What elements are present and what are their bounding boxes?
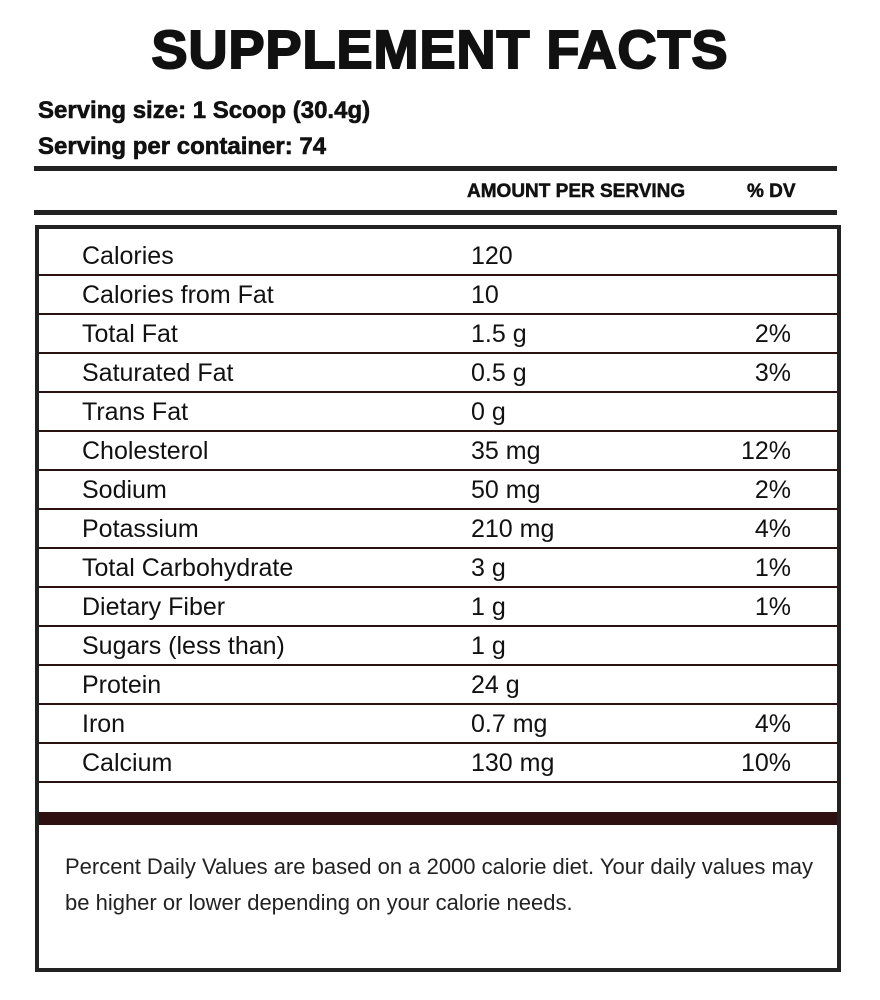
nutrient-name: Calcium [82, 749, 173, 777]
nutrient-amount: 24 g [471, 671, 520, 699]
nutrient-dv: 10% [740, 749, 791, 777]
table-row: Total Fat 1.5 g 2% [39, 315, 837, 354]
nutrient-dv: 3% [754, 359, 791, 387]
nutrient-amount: 0 g [471, 398, 506, 426]
serving-size: Serving size: 1 Scoop (30.4g) [38, 97, 371, 125]
nutrient-name: Calories from Fat [82, 281, 274, 309]
table-row: Calories from Fat 10 [39, 276, 837, 315]
nutrient-amount: 1 g [471, 632, 506, 660]
facts-table: Calories 120 Calories from Fat 10 Total Fat 1… [35, 225, 841, 972]
table-row: Protein 24 g [39, 666, 837, 705]
nutrient-name: Calories [82, 242, 174, 270]
nutrient-dv: 2% [754, 476, 791, 504]
table-row: Saturated Fat 0.5 g 3% [39, 354, 837, 393]
nutrient-name: Cholesterol [82, 437, 209, 465]
nutrient-name: Sodium [82, 476, 167, 504]
nutrient-amount: 35 mg [471, 437, 541, 465]
nutrient-amount: 1.5 g [471, 320, 527, 348]
footnote: Percent Daily Values are based on a 2000… [65, 854, 814, 915]
divider [34, 210, 837, 215]
table-row: Sugars (less than) 1 g [39, 627, 837, 666]
table-row: Potassium 210 mg 4% [39, 510, 837, 549]
nutrient-name: Saturated Fat [82, 359, 234, 387]
nutrient-amount: 120 [471, 242, 513, 270]
table-row: Sodium 50 mg 2% [39, 471, 837, 510]
nutrient-name: Potassium [82, 515, 199, 543]
nutrient-dv: 1% [754, 554, 791, 582]
nutrient-amount: 0.5 g [471, 359, 527, 387]
table-row: Iron 0.7 mg 4% [39, 705, 837, 744]
nutrient-amount: 210 mg [471, 515, 555, 543]
table-row: Dietary Fiber 1 g 1% [39, 588, 837, 627]
nutrient-amount: 0.7 mg [471, 710, 548, 738]
table-row: Calories 120 [39, 237, 837, 276]
nutrient-amount: 10 [471, 281, 499, 309]
nutrient-dv: 2% [754, 320, 791, 348]
nutrient-name: Dietary Fiber [82, 593, 226, 621]
nutrient-name: Total Fat [82, 320, 178, 348]
table-row: Calcium 130 mg 10% [39, 744, 837, 783]
dv-header: % DV [747, 181, 796, 203]
nutrient-amount: 3 g [471, 554, 506, 582]
nutrient-dv: 4% [754, 710, 791, 738]
nutrient-name: Sugars (less than) [82, 632, 285, 660]
nutrient-dv: 1% [754, 593, 791, 621]
nutrient-amount: 1 g [471, 593, 506, 621]
table-row: Cholesterol 35 mg 12% [39, 432, 837, 471]
table-row: Total Carbohydrate 3 g 1% [39, 549, 837, 588]
amount-header: AMOUNT PER SERVING [467, 181, 686, 203]
nutrient-name: Iron [82, 710, 126, 738]
nutrient-amount: 50 mg [471, 476, 541, 504]
nutrient-dv: 12% [740, 437, 791, 465]
servings-per-container: Serving per container: 74 [38, 133, 327, 161]
nutrient-amount: 130 mg [471, 749, 555, 777]
table-row: Trans Fat 0 g [39, 393, 837, 432]
nutrient-name: Protein [82, 671, 162, 699]
nutrient-name: Trans Fat [82, 398, 189, 426]
divider-bar [39, 812, 837, 825]
nutrient-name: Total Carbohydrate [82, 554, 294, 582]
nutrient-dv: 4% [754, 515, 791, 543]
page-title: SUPPLEMENT FACTS [150, 19, 729, 81]
divider [34, 166, 837, 171]
